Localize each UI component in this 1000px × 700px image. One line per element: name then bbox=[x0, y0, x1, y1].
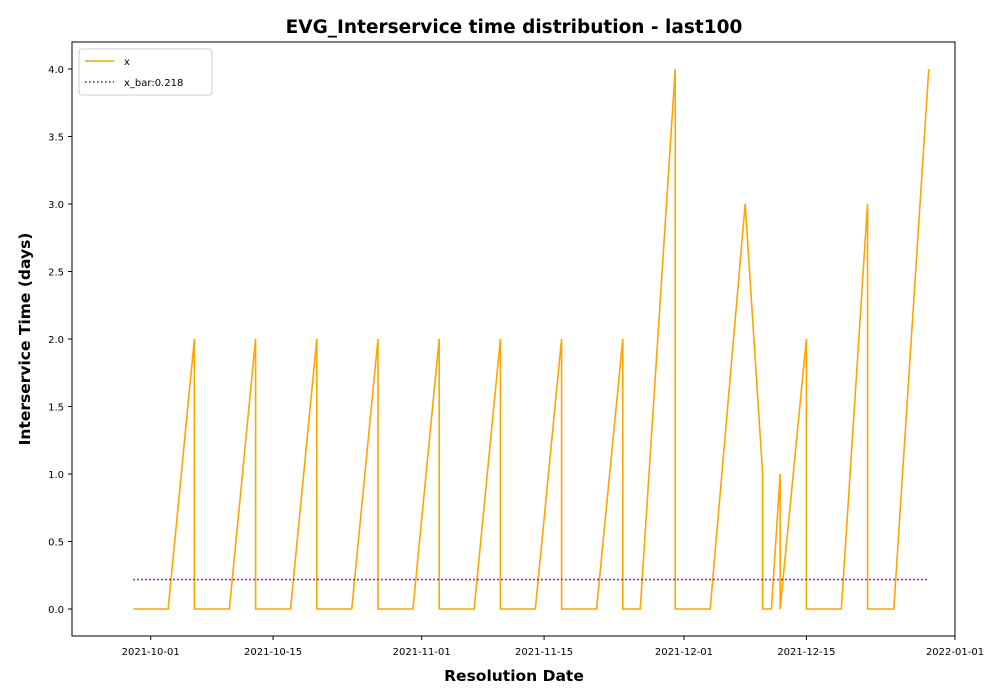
x-tick-label: 2021-12-01 bbox=[655, 647, 713, 658]
y-tick-label: 3.5 bbox=[48, 133, 64, 144]
x-tick-label: 2021-11-15 bbox=[515, 647, 573, 658]
legend-label-x: x bbox=[124, 57, 130, 68]
x-tick-label: 2021-10-15 bbox=[244, 647, 302, 658]
x-axis-label: Resolution Date bbox=[444, 667, 584, 685]
y-tick-label: 0.5 bbox=[48, 538, 64, 549]
plot-frame bbox=[71, 41, 956, 637]
plot-lines bbox=[133, 68, 930, 610]
x-tick-label: 2021-12-15 bbox=[777, 647, 835, 658]
y-tick-label: 2.5 bbox=[48, 268, 64, 279]
x-tick-label: 2022-01-01 bbox=[926, 647, 984, 658]
x-tick-label: 2021-10-01 bbox=[122, 647, 180, 658]
x-axis: 2021-10-01 2021-10-15 2021-11-01 2021-11-15… bbox=[122, 636, 984, 658]
x-tick-label: 2021-11-01 bbox=[393, 647, 451, 658]
y-tick-label: 1.0 bbox=[48, 470, 64, 481]
legend: x x_bar:0.218 bbox=[78, 48, 213, 96]
y-tick-label: 3.0 bbox=[48, 200, 64, 211]
chart-title: EVG_Interservice time distribution - las… bbox=[286, 17, 743, 38]
y-tick-label: 0.0 bbox=[48, 605, 64, 616]
y-tick-label: 4.0 bbox=[48, 65, 64, 76]
y-tick-label: 2.0 bbox=[48, 335, 64, 346]
y-axis-label: Interservice Time (days) bbox=[16, 233, 34, 446]
y-tick-label: 1.5 bbox=[48, 403, 64, 414]
legend-label-xbar: x_bar:0.218 bbox=[124, 78, 183, 89]
y-axis: 0.0 0.5 1.0 1.5 2.0 2.5 3.0 3.5 4.0 bbox=[48, 65, 72, 616]
series-line-x bbox=[133, 68, 930, 610]
